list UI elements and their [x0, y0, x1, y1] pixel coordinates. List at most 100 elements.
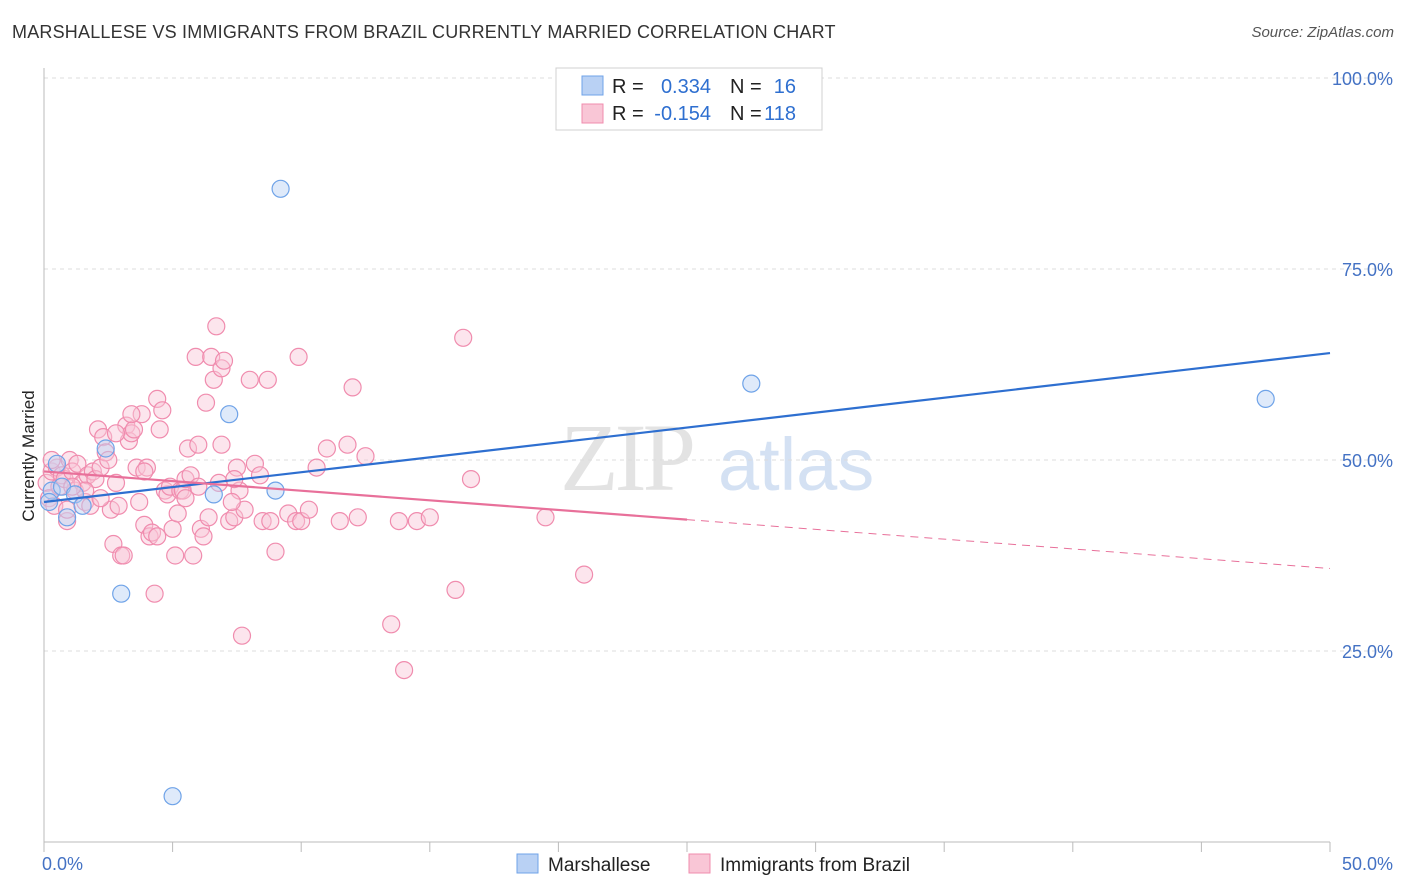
marshallese-points: [39, 179, 1275, 806]
brazil-point-68: [214, 351, 234, 370]
brazil-point-110: [176, 489, 195, 508]
chart-title: MARSHALLESE VS IMMIGRANTS FROM BRAZIL CU…: [12, 22, 836, 42]
brazil-point-56: [184, 546, 203, 565]
marshallese-point-11: [266, 481, 285, 500]
brazil-point-104: [189, 435, 208, 454]
brazil-point-99: [446, 580, 465, 600]
brazil-point-100: [454, 328, 473, 347]
brazil-point-87: [307, 458, 326, 477]
brazil-point-48: [163, 519, 182, 538]
legend-r-label-1: R =: [612, 76, 644, 98]
legend-swatch-brazil: [581, 103, 604, 124]
marshallese-trend-line: [43, 351, 1331, 504]
legend-n-label-2: N =: [730, 103, 762, 125]
bottom-legend-swatch-brazil: [688, 853, 711, 874]
legend-n-value-2: 118: [764, 103, 796, 125]
brazil-point-89: [330, 511, 349, 531]
marshallese-point-0: [42, 481, 61, 500]
brazil-point-117: [122, 405, 141, 424]
y-tick-labels: 25.0% 50.0% 75.0% 100.0%: [1332, 69, 1393, 662]
grid-lines: [44, 77, 1392, 652]
legend-swatch-marshallese: [581, 75, 604, 96]
brazil-point-84: [289, 347, 308, 366]
brazil-trend-extension: [686, 519, 1331, 569]
brazil-point-27: [109, 496, 128, 515]
marshallese-point-5: [73, 496, 92, 515]
y-axis-label: Currently Married: [19, 390, 38, 521]
brazil-point-49: [166, 546, 185, 565]
brazil-point-44: [153, 401, 172, 420]
brazil-point-29: [114, 546, 133, 565]
brazil-point-37: [135, 515, 154, 535]
marshallese-point-6: [96, 439, 115, 458]
brazil-point-65: [207, 317, 226, 336]
legend-r-value-2: -0.154: [654, 103, 711, 125]
brazil-point-60: [194, 527, 213, 546]
brazil-point-71: [227, 458, 246, 477]
brazil-point-36: [132, 405, 151, 424]
brazil-trend-line: [43, 470, 688, 521]
brazil-point-90: [338, 435, 357, 454]
brazil-point-62: [199, 508, 218, 527]
brazil-point-33: [124, 420, 144, 439]
source-label: Source: ZipAtlas.com: [1251, 24, 1394, 41]
bottom-legend-swatch-marshallese: [516, 853, 539, 874]
brazil-point-101: [461, 470, 481, 489]
marshallese-point-12: [271, 179, 290, 198]
marshallese-point-3: [57, 508, 77, 527]
brazil-point-88: [317, 439, 336, 458]
brazil-point-112: [212, 435, 231, 454]
marshallese-point-7: [112, 584, 131, 603]
y-tick-label-75: 75.0%: [1342, 260, 1393, 280]
brazil-point-98: [420, 508, 439, 527]
brazil-point-41: [145, 584, 164, 603]
brazil-point-83: [287, 511, 306, 531]
brazil-point-103: [574, 565, 594, 584]
legend-n-value-1: 16: [774, 76, 796, 98]
brazil-point-57: [186, 347, 205, 366]
brazil-points: [37, 317, 594, 680]
marshallese-point-8: [163, 787, 182, 806]
brazil-point-35: [130, 492, 149, 512]
brazil-point-50: [168, 504, 187, 523]
y-tick-label-50: 50.0%: [1342, 451, 1393, 471]
brazil-point-73: [232, 626, 252, 645]
brazil-point-94: [382, 615, 401, 634]
brazil-point-102: [536, 508, 555, 527]
brazil-point-92: [348, 508, 367, 527]
axes: [43, 68, 1331, 852]
x-tick-label-min: 0.0%: [42, 854, 83, 874]
brazil-point-12: [68, 454, 87, 473]
bottom-legend-label-brazil: Immigrants from Brazil: [720, 855, 910, 876]
brazil-point-76: [245, 454, 264, 473]
brazil-point-116: [91, 489, 110, 508]
y-tick-label-25: 25.0%: [1342, 642, 1393, 662]
brazil-point-80: [261, 511, 280, 531]
brazil-point-93: [356, 447, 375, 466]
marshallese-point-9: [204, 485, 223, 504]
brazil-point-86: [299, 500, 318, 519]
legend-n-label-1: N =: [730, 76, 762, 98]
brazil-point-95: [389, 511, 408, 531]
brazil-point-54: [178, 439, 198, 458]
brazil-point-43: [150, 420, 169, 439]
brazil-point-26: [106, 473, 126, 492]
watermark-atlas: atlas: [718, 423, 874, 506]
brazil-point-23: [99, 450, 118, 470]
marshallese-point-14: [1256, 389, 1275, 408]
series-legend: Marshallese Immigrants from Brazil: [516, 853, 910, 876]
marshallese-point-1: [47, 454, 67, 473]
brazil-point-81: [266, 542, 285, 561]
brazil-point-113: [222, 492, 241, 512]
bottom-legend-label-marshallese: Marshallese: [548, 855, 650, 876]
x-tick-label-max: 50.0%: [1342, 854, 1393, 874]
brazil-point-78: [253, 511, 272, 531]
brazil-point-111: [148, 527, 167, 546]
brazil-point-96: [395, 660, 414, 680]
legend-r-value-1: 0.334: [661, 76, 711, 98]
brazil-point-61: [196, 393, 216, 412]
marshallese-point-10: [220, 405, 239, 424]
correlation-legend: R = 0.334 N = 16 R = -0.154 N = 118: [555, 67, 823, 131]
marshallese-point-13: [742, 374, 761, 393]
